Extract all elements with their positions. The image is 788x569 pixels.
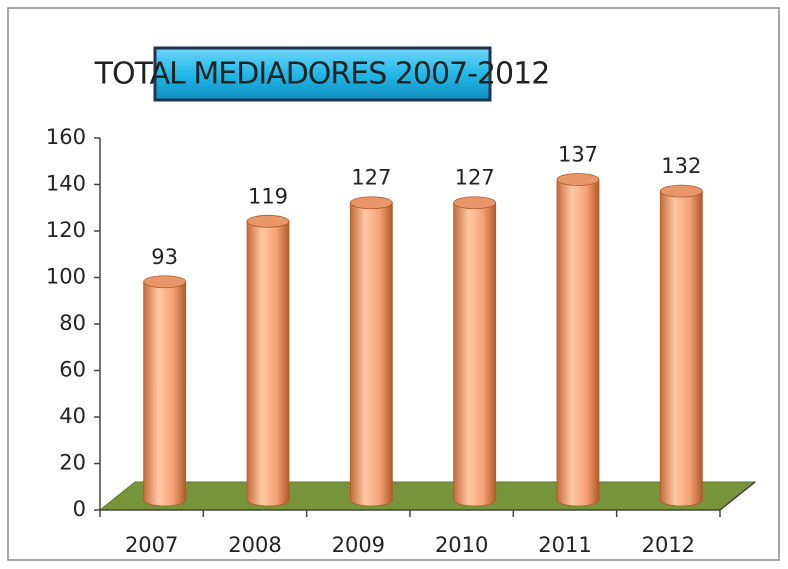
bar-top <box>659 184 703 198</box>
y-tick-label: 20 <box>59 451 86 475</box>
bar-body <box>659 190 703 507</box>
bar <box>556 173 600 507</box>
y-tick-label: 160 <box>46 125 86 149</box>
y-tick-label: 40 <box>59 404 86 428</box>
bar-top <box>349 196 393 210</box>
bar-body <box>143 281 187 507</box>
bar <box>246 214 290 507</box>
value-label: 127 <box>351 166 391 190</box>
value-label: 127 <box>455 166 495 190</box>
y-tick-label: 80 <box>59 311 86 335</box>
x-tick-label: 2008 <box>228 533 281 557</box>
bar-top <box>453 196 497 210</box>
y-tick-label: 100 <box>46 265 86 289</box>
x-tick-label: 2011 <box>538 533 591 557</box>
y-tick-label: 140 <box>46 172 86 196</box>
title-box <box>153 46 492 102</box>
x-tick-label: 2009 <box>332 533 385 557</box>
bar <box>659 184 703 507</box>
value-label: 93 <box>151 245 178 269</box>
floor <box>98 481 757 511</box>
y-tick-label: 120 <box>46 218 86 242</box>
x-axis-depth <box>719 481 756 511</box>
bar-body <box>556 179 600 507</box>
bar-body <box>453 202 497 507</box>
bar <box>349 196 393 507</box>
bar-body <box>246 220 290 507</box>
bar-body <box>349 202 393 507</box>
y-tick-label: 60 <box>59 358 86 382</box>
value-label: 119 <box>248 184 288 208</box>
value-label: 137 <box>558 142 598 166</box>
bar <box>143 275 187 507</box>
value-label: 132 <box>661 154 701 178</box>
bar <box>453 196 497 507</box>
y-tick-label: 0 <box>73 497 86 521</box>
x-tick-label: 2010 <box>435 533 488 557</box>
bar-top <box>246 214 290 228</box>
x-tick-label: 2007 <box>125 533 178 557</box>
x-tick-label: 2012 <box>642 533 695 557</box>
bar-top <box>143 275 187 289</box>
bar-top <box>556 173 600 186</box>
chart-title: TOTAL MEDIADORES 2007-2012 <box>94 57 550 92</box>
